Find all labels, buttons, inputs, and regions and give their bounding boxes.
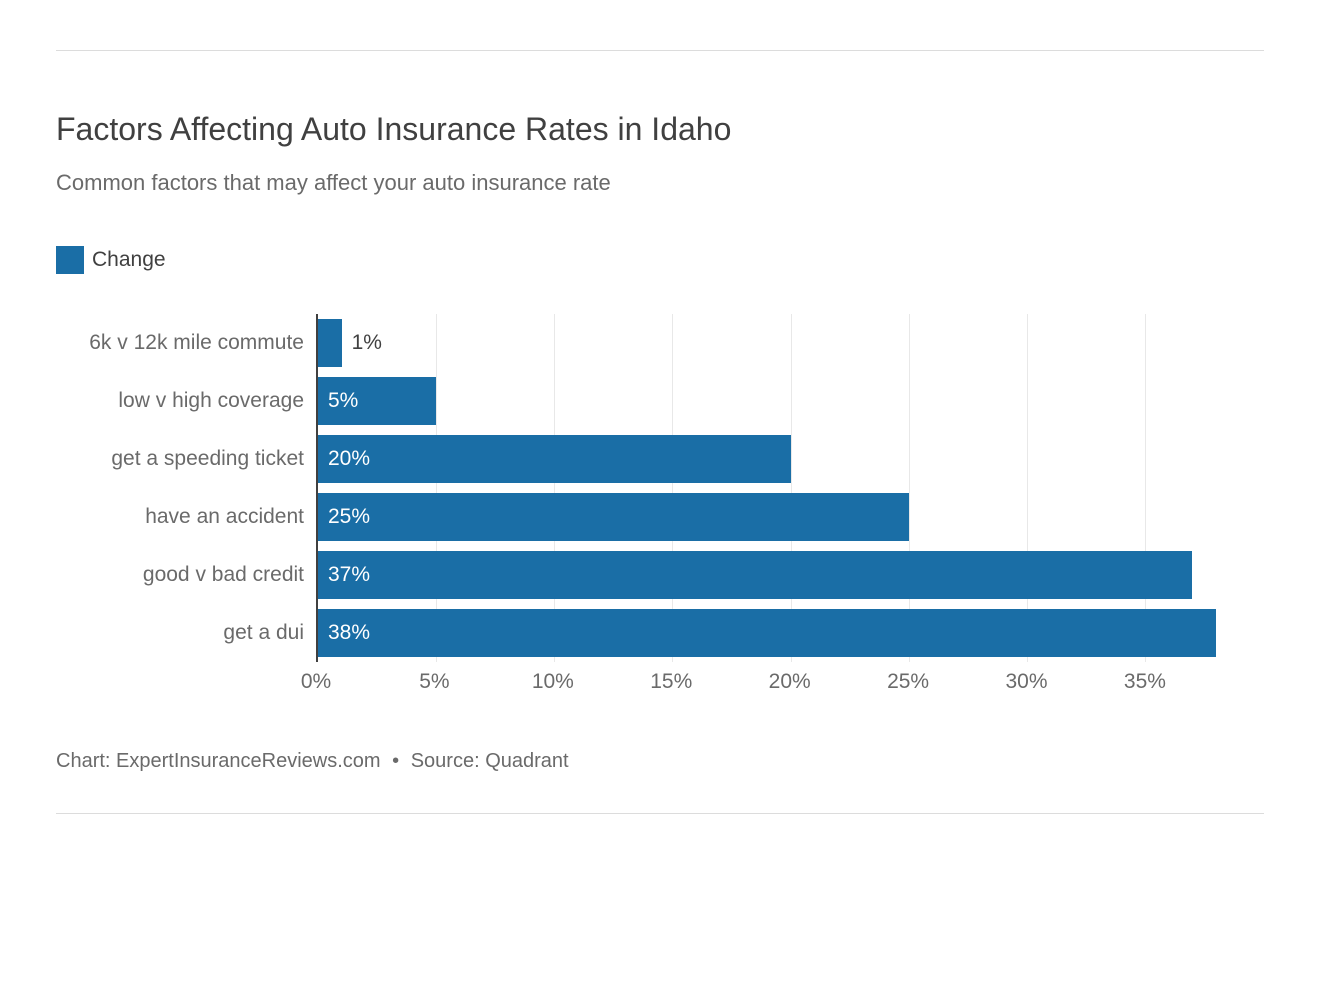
- y-axis-label: good v bad credit: [143, 563, 318, 587]
- bar-value-label: 20%: [318, 447, 370, 471]
- legend: Change: [56, 246, 1264, 274]
- chart-row: get a speeding ticket20%: [318, 430, 1216, 488]
- attribution-separator-icon: •: [392, 750, 399, 773]
- bar-value-label: 37%: [318, 563, 370, 587]
- x-axis-tick: 35%: [1124, 670, 1166, 694]
- bar-value-label: 38%: [318, 621, 370, 645]
- legend-label: Change: [92, 248, 166, 272]
- y-axis-label: have an accident: [145, 505, 318, 529]
- x-axis-tick: 30%: [1006, 670, 1048, 694]
- chart-row: 6k v 12k mile commute1%: [318, 314, 1216, 372]
- chart-title: Factors Affecting Auto Insurance Rates i…: [56, 111, 1264, 148]
- chart-row: low v high coverage5%: [318, 372, 1216, 430]
- chart-row: have an accident25%: [318, 488, 1216, 546]
- bar: 5%: [318, 377, 436, 425]
- bottom-divider: [56, 813, 1264, 814]
- y-axis-label: get a speeding ticket: [111, 447, 318, 471]
- y-axis-label: low v high coverage: [118, 389, 318, 413]
- y-axis-label: get a dui: [223, 621, 318, 645]
- chart-subtitle: Common factors that may affect your auto…: [56, 170, 1264, 196]
- plot-area: 6k v 12k mile commute1%low v high covera…: [316, 314, 1216, 662]
- x-axis-tick: 10%: [532, 670, 574, 694]
- chart-container: Factors Affecting Auto Insurance Rates i…: [0, 0, 1320, 814]
- x-axis-tick: 20%: [769, 670, 811, 694]
- y-axis-label: 6k v 12k mile commute: [89, 331, 318, 355]
- bar: 20%: [318, 435, 791, 483]
- bar: [318, 319, 342, 367]
- x-axis-tick: 0%: [301, 670, 331, 694]
- chart-row: get a dui38%: [318, 604, 1216, 662]
- legend-swatch: [56, 246, 84, 274]
- top-divider: [56, 50, 1264, 51]
- attribution: Chart: ExpertInsuranceReviews.com • Sour…: [56, 750, 1264, 773]
- bar-value-label: 25%: [318, 505, 370, 529]
- bar-chart: 6k v 12k mile commute1%low v high covera…: [316, 314, 1216, 710]
- bar: 37%: [318, 551, 1192, 599]
- bar: 25%: [318, 493, 909, 541]
- x-axis-tick: 5%: [419, 670, 449, 694]
- x-axis-tick: 25%: [887, 670, 929, 694]
- bar-value-label: 1%: [342, 331, 382, 355]
- bar-value-label: 5%: [318, 389, 358, 413]
- x-axis-tick: 15%: [650, 670, 692, 694]
- attribution-chart: Chart: ExpertInsuranceReviews.com: [56, 750, 381, 772]
- bar: 38%: [318, 609, 1216, 657]
- chart-row: good v bad credit37%: [318, 546, 1216, 604]
- x-axis: 0%5%10%15%20%25%30%35%: [316, 670, 1216, 710]
- attribution-source: Source: Quadrant: [411, 750, 569, 772]
